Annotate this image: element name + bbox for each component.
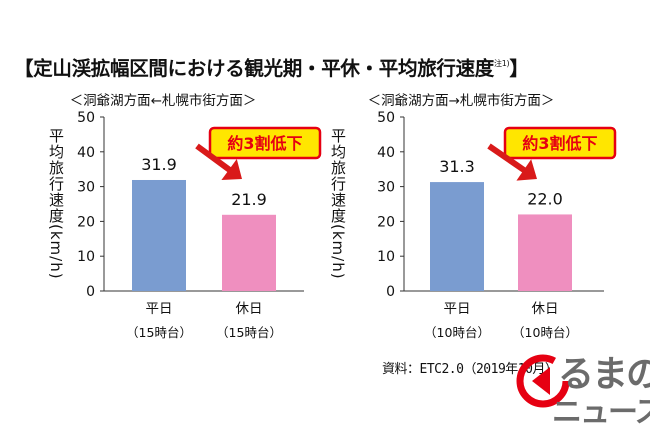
chart-2-category-sublabel-2: （10時台） (512, 325, 578, 340)
chart-2-category-sublabel-1: （10時台） (424, 325, 490, 340)
chart-1-y-tick-label: 20 (77, 214, 95, 230)
title-note: 注1) (494, 59, 510, 68)
chart-1-value-label-2: 21.9 (231, 190, 267, 209)
chart-2-annotation-badge (503, 126, 617, 160)
page-title: 【定山渓拡幅区間における観光期・平休・平均旅行速度注1)】 (14, 52, 636, 82)
chart-2-y-axis-label: 平均旅行速度(km/h) (329, 128, 347, 280)
chart-1-category-label-2: 休日 (236, 301, 263, 317)
chart-2-value-label-2: 22.0 (527, 189, 563, 208)
chart-2-bar-2 (518, 214, 572, 291)
chart-2-annotation-arrow (487, 143, 537, 181)
chart-1-y-tick-label: 10 (77, 249, 95, 265)
kuruma-news-logo: るまの ニュース (510, 345, 650, 433)
chart-1-category-label-1: 平日 (146, 301, 173, 317)
chart-1-annotation-arrow (195, 143, 242, 181)
chart-1-category-sublabel-1: （15時台） (126, 325, 192, 340)
chart-2-value-label-1: 31.3 (439, 157, 475, 176)
chart-2-y-tick-label: 20 (377, 214, 395, 230)
chart-1-y-tick-label: 0 (86, 284, 95, 300)
chart-1-value-label-1: 31.9 (141, 155, 177, 174)
chart-2-bar-1 (430, 182, 484, 291)
chart-2-category-label-2: 休日 (532, 301, 559, 317)
source-note: 資料：ETC2.0（2019年10月） (382, 362, 558, 377)
chart-2-category-label-1: 平日 (444, 301, 471, 317)
title-text: 【定山渓拡幅区間における観光期・平休・平均旅行速度 (14, 57, 495, 80)
chart-1-annotation-text: 約3割低下 (227, 134, 302, 153)
chart-2-y-tick-label: 0 (386, 284, 395, 300)
chart-1-bar-2 (222, 214, 276, 291)
chart-2-y-tick-label: 30 (377, 180, 395, 196)
car-logo-icon (516, 354, 570, 408)
chart-1-annotation-badge (208, 126, 322, 160)
logo-text-top: るまの (558, 354, 650, 395)
chart-1-category-sublabel-2: （15時台） (216, 325, 282, 340)
chart-1-bar-1 (132, 179, 186, 291)
logo-text-bottom: ニュース (552, 395, 650, 430)
chart-1-y-axis-label: 平均旅行速度(km/h) (47, 128, 65, 280)
chart-1-y-tick-label: 50 (77, 110, 95, 126)
chart-2-annotation-text: 約3割低下 (522, 134, 597, 153)
chart-2-y-tick-label: 40 (377, 145, 395, 161)
chart-1-y-tick-label: 40 (77, 145, 95, 161)
chart-2-y-tick-label: 50 (377, 110, 395, 126)
chart-2-y-tick-label: 10 (377, 249, 395, 265)
chart-1-title: ＜洞爺湖方面←札幌市街方面＞ (70, 92, 257, 109)
title-close: 】 (509, 57, 529, 80)
chart-1-y-tick-label: 30 (77, 180, 95, 196)
chart-2-title: ＜洞爺湖方面→札幌市街方面＞ (368, 92, 555, 109)
